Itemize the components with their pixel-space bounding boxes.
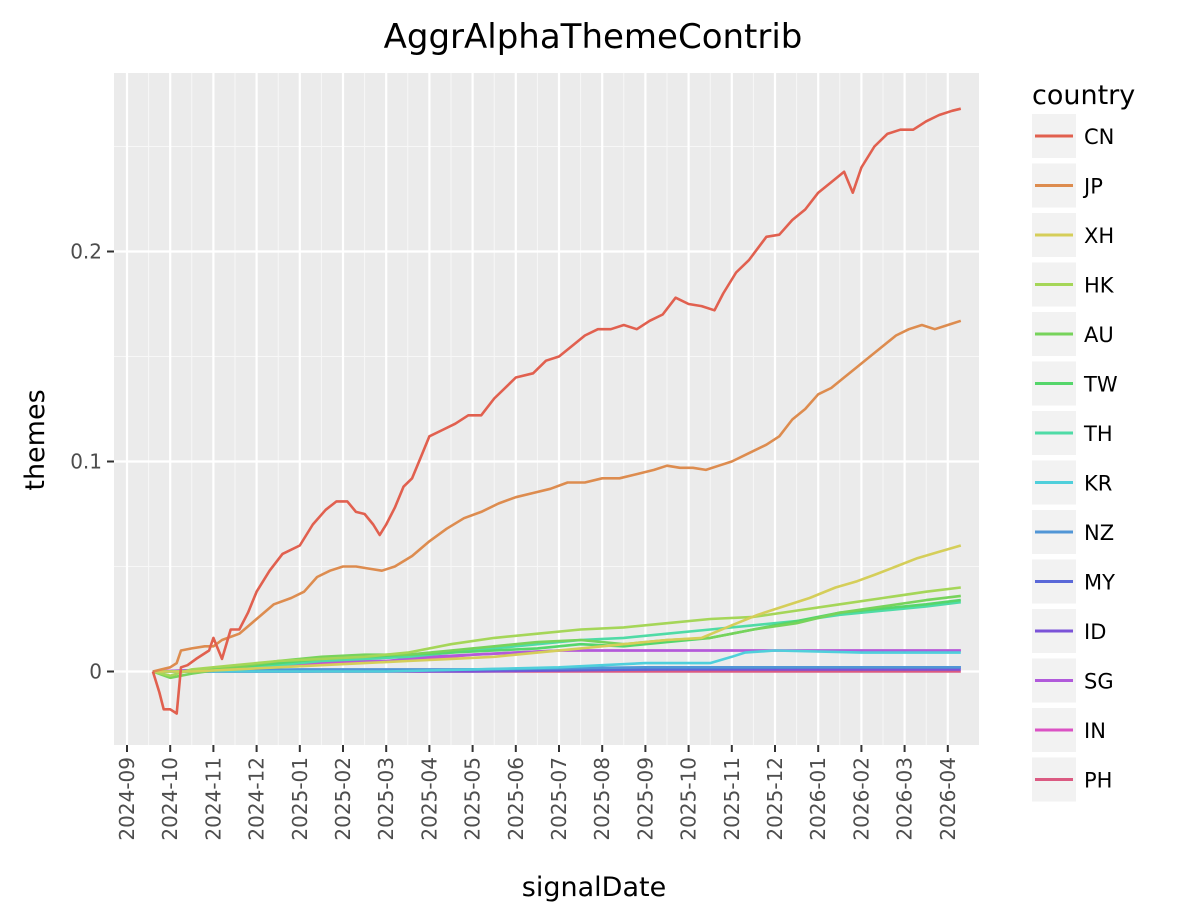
x-tick-label: 2025-09: [633, 757, 657, 841]
series-lines: [151, 107, 962, 715]
series-line-hk: [152, 586, 961, 677]
chart-title: AggrAlphaThemeContrib: [384, 17, 803, 57]
legend-label-jp: JP: [1082, 175, 1103, 199]
x-tick-label: 2025-07: [547, 757, 571, 841]
y-axis-title: themes: [20, 389, 51, 490]
x-tick-label: 2025-03: [374, 757, 398, 841]
legend-label-nz: NZ: [1084, 521, 1114, 545]
x-tick-label: 2026-02: [849, 757, 873, 841]
legend-label-th: TH: [1083, 422, 1113, 446]
x-tick-label: 2025-10: [677, 757, 701, 841]
x-tick-label: 2025-12: [763, 757, 787, 841]
legend: country CN JP XH HK AU TW TH KR NZ MY ID SG IN PH: [1032, 80, 1135, 802]
legend-label-au: AU: [1084, 323, 1114, 347]
legend-label-in: IN: [1084, 719, 1106, 743]
legend-title: country: [1032, 80, 1135, 111]
legend-label-tw: TW: [1083, 373, 1118, 397]
series-line-kr: [152, 649, 961, 673]
x-tick-label: 2025-06: [504, 757, 528, 841]
series-line-jp: [152, 319, 962, 673]
legend-label-sg: SG: [1084, 670, 1114, 694]
x-tick-label: 2025-05: [461, 757, 485, 841]
x-tick-label: 2024-10: [158, 757, 182, 841]
series-line-au: [152, 594, 961, 680]
x-tick-label: 2024-11: [201, 757, 225, 841]
legend-label-kr: KR: [1084, 472, 1112, 496]
x-tick-label: 2025-08: [590, 757, 614, 841]
grid-minor: [114, 73, 979, 745]
x-tick-label: 2026-03: [893, 757, 917, 841]
x-axis-title: signalDate: [522, 872, 666, 903]
legend-label-cn: CN: [1084, 125, 1114, 149]
x-axis: 2024-09 2024-10 2024-11 2024-12 2025-01 2025-…: [115, 745, 960, 841]
series-line-xh: [152, 544, 962, 673]
series-line-cn: [151, 107, 962, 715]
x-tick-label: 2024-12: [245, 757, 269, 841]
legend-label-ph: PH: [1084, 769, 1112, 793]
x-tick-label: 2025-04: [417, 757, 441, 841]
x-tick-label: 2025-11: [720, 757, 744, 841]
legend-label-xh: XH: [1084, 224, 1114, 248]
x-tick-label: 2025-02: [331, 757, 355, 841]
y-tick-label: 0.2: [70, 240, 102, 264]
y-tick-label: 0.1: [70, 450, 102, 474]
y-tick-label: 0: [89, 660, 102, 684]
x-tick-label: 2024-09: [115, 757, 139, 841]
y-axis: 0 0.1 0.2: [70, 240, 114, 684]
legend-label-my: MY: [1084, 571, 1115, 595]
legend-label-hk: HK: [1084, 274, 1115, 298]
x-tick-label: 2026-04: [936, 757, 960, 841]
grid-major: [114, 73, 979, 745]
legend-label-id: ID: [1084, 620, 1106, 644]
x-tick-label: 2026-01: [806, 757, 830, 841]
x-tick-label: 2025-01: [288, 757, 312, 841]
